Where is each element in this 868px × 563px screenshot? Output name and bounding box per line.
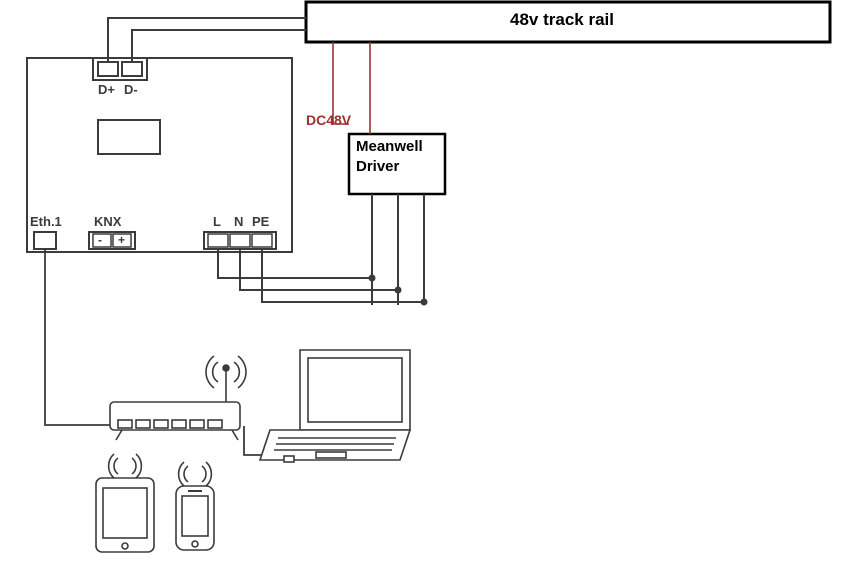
terminal-d-plus xyxy=(98,62,118,76)
terminal-knx-label: KNX xyxy=(94,214,121,229)
laptop-icon xyxy=(260,350,410,462)
data-bus-wires xyxy=(108,18,306,62)
lnpe-wires xyxy=(218,249,424,302)
track-rail-label: 48v track rail xyxy=(510,10,614,30)
terminal-knx-plus-label: + xyxy=(118,233,125,247)
phone-icon xyxy=(176,462,214,550)
terminal-d-minus-label: D- xyxy=(124,82,138,97)
router-icon xyxy=(110,356,246,440)
driver-label-1: Meanwell xyxy=(356,138,423,155)
terminal-eth1 xyxy=(34,232,56,249)
driver-label-2: Driver xyxy=(356,158,399,175)
terminal-l xyxy=(208,234,228,247)
tablet-icon xyxy=(96,454,154,552)
terminal-knx-minus xyxy=(93,234,111,247)
terminal-pe xyxy=(252,234,272,247)
terminal-eth1-label: Eth.1 xyxy=(30,214,62,229)
terminal-d-minus xyxy=(122,62,142,76)
terminal-d-plus-label: D+ xyxy=(98,82,115,97)
terminal-l-label: L xyxy=(213,214,221,229)
dc48v-label: DC48V xyxy=(306,112,351,128)
terminal-pe-label: PE xyxy=(252,214,269,229)
controller-display xyxy=(98,120,160,154)
terminal-n-label: N xyxy=(234,214,243,229)
terminal-n xyxy=(230,234,250,247)
terminal-knx-minus-label: - xyxy=(98,233,102,247)
